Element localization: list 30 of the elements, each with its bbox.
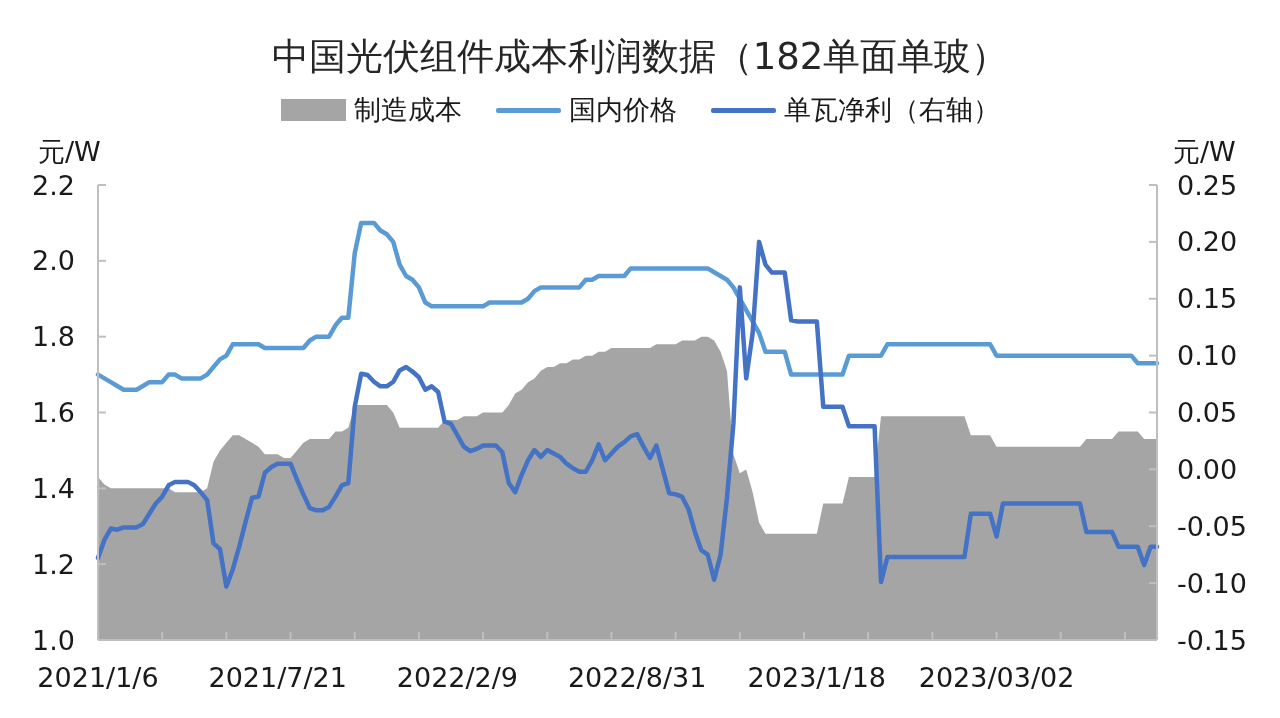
y2-tick-label: -0.10 [1177, 567, 1247, 599]
y2-tick-label: 0.20 [1177, 226, 1238, 258]
x-tick-label: 2023/1/18 [747, 661, 887, 693]
legend-label: 国内价格 [568, 93, 677, 127]
legend-label: 制造成本 [353, 93, 462, 127]
x-tick-label: 2022/2/9 [396, 661, 519, 693]
legend-label: 单瓦净利（右轴） [783, 93, 1000, 127]
x-tick-label: 2021/1/6 [37, 661, 159, 693]
line-series [95, 239, 1160, 589]
y2-tick-label: -0.15 [1177, 624, 1247, 656]
y-axis-title: 元/W [38, 135, 101, 169]
y2-tick-label: 0.15 [1177, 283, 1238, 315]
y-tick-label: 1.8 [32, 321, 75, 353]
line-series [95, 220, 1160, 392]
x-tick-label: 2023/03/02 [918, 661, 1075, 693]
y2-tick-label: 0.10 [1177, 340, 1238, 372]
y-tick-label: 1.4 [32, 472, 75, 504]
x-tick-label: 2021/7/21 [208, 661, 347, 693]
y-tick-label: 1.6 [32, 397, 75, 428]
x-tick-label: 2022/8/31 [567, 661, 707, 693]
y2-tick-label: 0.05 [1177, 397, 1238, 428]
y2-tick-label: 0.00 [1177, 453, 1238, 485]
y2-tick-label: -0.05 [1177, 510, 1247, 542]
y-tick-label: 2.2 [32, 169, 75, 201]
chart-title: 中国光伏组件成本利润数据（182单面单玻） [270, 34, 1010, 80]
y-tick-label: 1.2 [32, 548, 75, 580]
y-tick-label: 2.0 [32, 245, 75, 277]
y2-axis-title: 元/W [1173, 135, 1236, 169]
y-tick-label: 1.0 [32, 624, 75, 656]
y2-tick-label: 0.25 [1177, 169, 1238, 201]
